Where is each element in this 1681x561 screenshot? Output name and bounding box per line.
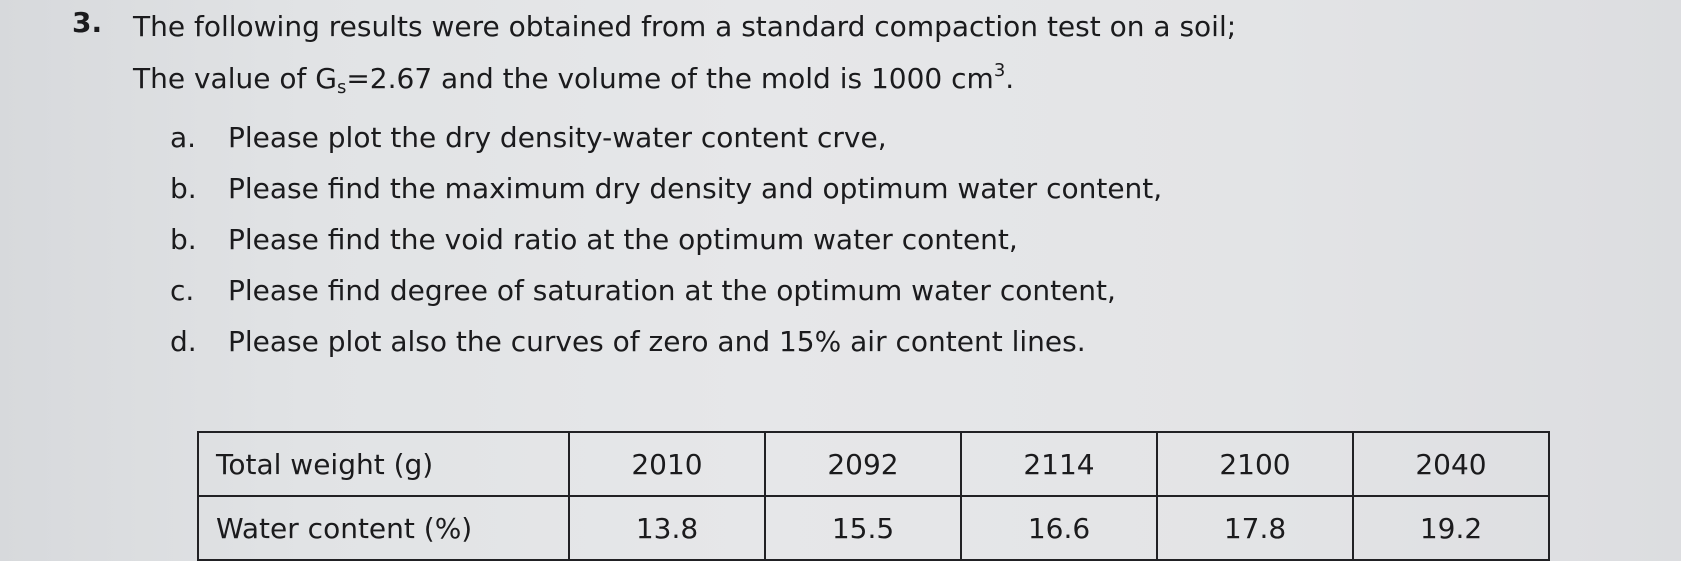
part-marker: b. — [170, 223, 197, 256]
volume-unit-superscript: 3 — [993, 60, 1006, 81]
question-line-2-middle: =2.67 and the volume of the mold is 1000… — [346, 62, 994, 95]
part-text: Please find the maximum dry density and … — [228, 172, 1163, 205]
question-line-2-prefix: The value of G — [133, 62, 337, 95]
question-part: a. Please plot the dry density-water con… — [170, 112, 1450, 163]
water-content-label: Water content (%) — [197, 495, 570, 561]
part-marker: b. — [170, 172, 197, 205]
water-content-value: 13.8 — [568, 495, 766, 561]
water-content-value: 16.6 — [960, 495, 1158, 561]
water-content-value: 15.5 — [764, 495, 962, 561]
part-marker: a. — [170, 121, 197, 154]
water-content-value: 19.2 — [1352, 495, 1550, 561]
part-text: Please find the void ratio at the optimu… — [228, 223, 1018, 256]
question-parts-list: a. Please plot the dry density-water con… — [170, 112, 1450, 367]
question-part: c. Please find degree of saturation at t… — [170, 265, 1450, 316]
total-weight-value: 2100 — [1156, 431, 1354, 497]
question-line-2-end: . — [1005, 62, 1015, 95]
total-weight-label: Total weight (g) — [197, 431, 570, 497]
specific-gravity-subscript: s — [336, 77, 347, 98]
part-marker: d. — [170, 325, 197, 358]
total-weight-value: 2114 — [960, 431, 1158, 497]
part-text: Please plot also the curves of zero and … — [228, 325, 1086, 358]
total-weight-value: 2092 — [764, 431, 962, 497]
question-part: d. Please plot also the curves of zero a… — [170, 316, 1450, 367]
part-text: Please plot the dry density-water conten… — [228, 121, 887, 154]
part-text: Please find degree of saturation at the … — [228, 274, 1116, 307]
water-content-row: Water content (%) 13.8 15.5 16.6 17.8 19… — [197, 495, 1550, 561]
water-content-value: 17.8 — [1156, 495, 1354, 561]
question-line-1: The following results were obtained from… — [133, 10, 1237, 43]
question-part: b. Please find the maximum dry density a… — [170, 163, 1450, 214]
question-line-2: The value of Gs=2.67 and the volume of t… — [133, 60, 1014, 98]
question-part: b. Please find the void ratio at the opt… — [170, 214, 1450, 265]
total-weight-value: 2040 — [1352, 431, 1550, 497]
total-weight-value: 2010 — [568, 431, 766, 497]
total-weight-row: Total weight (g) 2010 2092 2114 2100 204… — [197, 431, 1550, 497]
compaction-data-table: Total weight (g) 2010 2092 2114 2100 204… — [197, 431, 1550, 561]
part-marker: c. — [170, 274, 195, 307]
question-number: 3. — [72, 6, 103, 39]
